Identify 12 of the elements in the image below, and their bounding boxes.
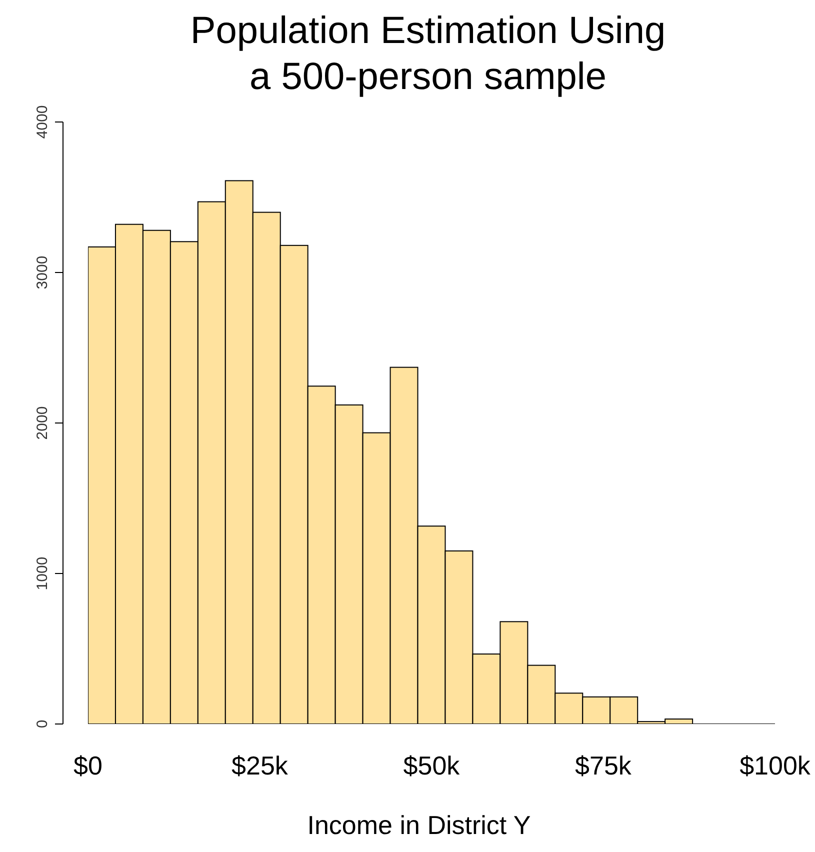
x-tick-label: $100k — [740, 750, 812, 780]
x-axis-title: Income in District Y — [307, 810, 531, 840]
y-tick-label: 0 — [34, 720, 51, 728]
y-tick-label: 3000 — [34, 256, 51, 290]
x-tick-label: $25k — [232, 750, 289, 780]
y-tick-label: 2000 — [34, 406, 51, 440]
y-tick-label: 4000 — [34, 105, 51, 139]
x-tick-label: $50k — [403, 750, 461, 780]
chart-title: Population Estimation Using a 500-person sample — [189, 9, 667, 100]
x-tick-label: $0 — [74, 750, 102, 780]
x-tick-label: $75k — [575, 750, 632, 780]
y-tick-label: 1000 — [34, 556, 51, 590]
